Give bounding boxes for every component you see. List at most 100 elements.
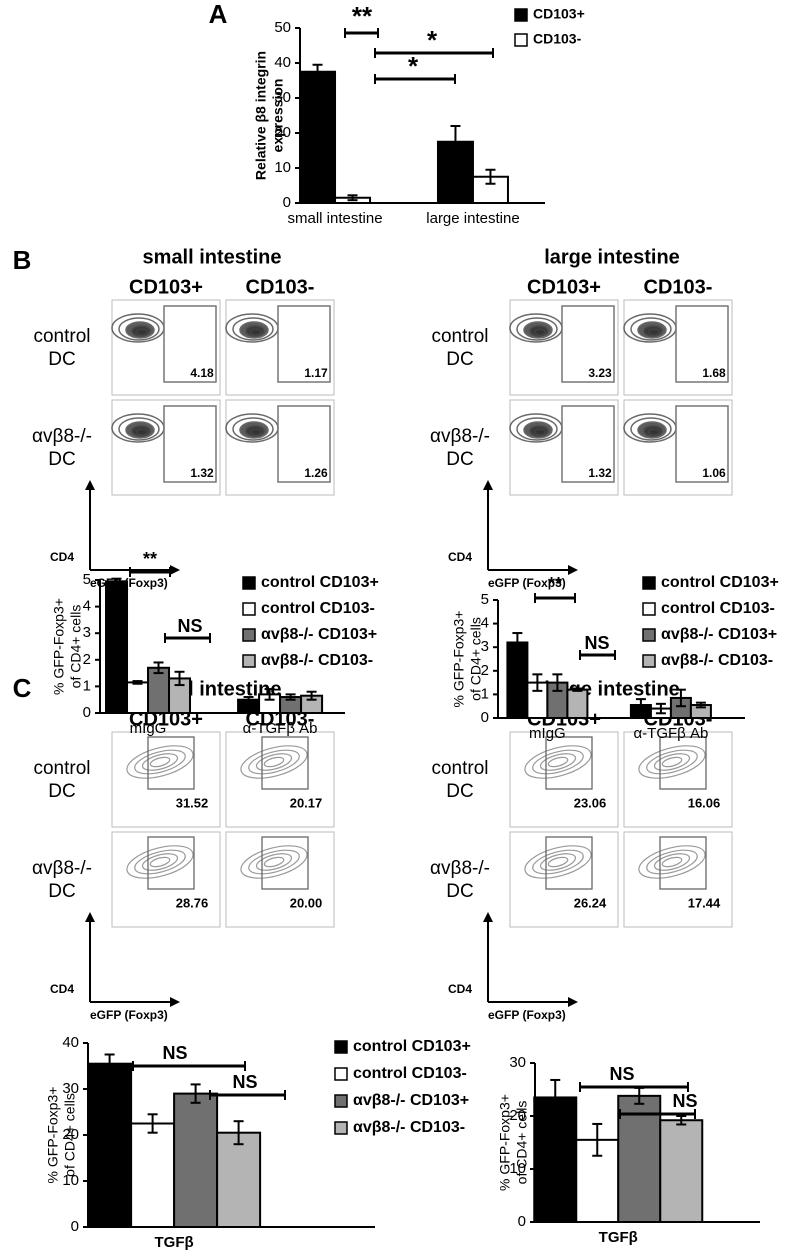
legend-label: CD103- (533, 31, 582, 47)
y-tick-label: 20 (62, 1126, 79, 1143)
y-tick-label: 1 (83, 677, 91, 694)
legend-label: CD103+ (533, 6, 585, 22)
significance: * (427, 25, 438, 55)
y-tick-label: 1 (481, 685, 489, 702)
section-title: large intestine (544, 246, 680, 268)
x-tick-label: α-TGFβ Ab (633, 725, 708, 742)
bar (216, 1131, 262, 1228)
contour (630, 317, 672, 341)
y-axis-label: of CD4+ cells (514, 1101, 530, 1185)
arrow-head (170, 997, 180, 1007)
column-header: CD103+ (527, 276, 601, 298)
contour (149, 856, 171, 868)
legend-label: αvβ8-/- CD103+ (353, 1092, 469, 1109)
legend-swatch (334, 1094, 348, 1108)
arrow-head (85, 912, 95, 922)
row-label: αvβ8-/- (32, 858, 92, 879)
row-label: αvβ8-/- (430, 426, 490, 447)
legend-swatch (334, 1067, 348, 1081)
legend-label: control CD103+ (661, 574, 779, 591)
axis-label: CD4 (50, 982, 74, 996)
gate (163, 305, 217, 383)
y-axis-label: % GFP-Foxp3+ (51, 598, 67, 695)
gate (659, 836, 707, 890)
axis-label: eGFP (Foxp3) (90, 1008, 168, 1022)
contour (648, 328, 660, 336)
gate-value: 1.26 (304, 466, 328, 480)
y-axis-label: of CD4+ cells (62, 1093, 78, 1177)
gate (261, 836, 309, 890)
row-label: DC (48, 349, 75, 370)
significance: NS (232, 1072, 257, 1092)
gate (277, 405, 331, 483)
contour (534, 428, 546, 436)
plot-frame (623, 831, 733, 928)
gate (675, 405, 729, 483)
contour (141, 753, 179, 771)
y-tick-label: 0 (518, 1213, 526, 1230)
y-axis-label: of CD4+ cells (468, 617, 484, 701)
contour (539, 753, 577, 771)
axis-label: eGFP (Foxp3) (90, 576, 168, 590)
significance: NS (609, 1064, 634, 1084)
arrow-head (85, 480, 95, 490)
legend-swatch (642, 654, 656, 668)
y-tick-label: 30 (509, 1054, 526, 1071)
row-label: DC (48, 881, 75, 902)
contour (524, 745, 592, 779)
x-tick-label: mIgG (130, 720, 167, 737)
arrow-head (568, 997, 578, 1007)
contour (118, 317, 160, 341)
y-tick-label: 20 (274, 124, 291, 141)
significance: ** (143, 549, 157, 569)
y-tick-label: 10 (274, 159, 291, 176)
contour (263, 756, 285, 768)
y-tick-label: 5 (83, 571, 91, 588)
y-tick-label: 30 (62, 1080, 79, 1097)
plot-frame (225, 731, 335, 828)
gate-value: 1.32 (588, 466, 612, 480)
contour (250, 428, 262, 436)
gate-value: 31.52 (176, 795, 209, 810)
contour (134, 749, 186, 775)
y-tick-label: 4 (83, 598, 91, 615)
contour (539, 853, 577, 871)
row-label: control (33, 758, 90, 779)
gate-value: 28.76 (176, 895, 209, 910)
plot-frame (225, 831, 335, 928)
panel-label: B (13, 245, 32, 275)
gate (147, 736, 195, 790)
legend-label: control CD103+ (261, 574, 379, 591)
contour (547, 756, 569, 768)
plot-frame (111, 399, 221, 496)
arrow-head (483, 912, 493, 922)
contour (126, 845, 194, 879)
contour (646, 749, 698, 775)
significance: NS (584, 633, 609, 653)
legend-swatch (642, 602, 656, 616)
contour (126, 745, 194, 779)
y-tick-label: 40 (62, 1034, 79, 1051)
bar (87, 1062, 133, 1228)
contour (524, 845, 592, 879)
gate (277, 305, 331, 383)
legend-swatch (514, 8, 528, 22)
panel-label: A (209, 0, 228, 29)
y-tick-label: 30 (274, 89, 291, 106)
significance: * (408, 51, 419, 81)
plot-frame (111, 299, 221, 396)
legend-swatch (334, 1121, 348, 1135)
bar (566, 688, 589, 719)
contour (136, 328, 148, 336)
legend-label: control CD103- (353, 1065, 467, 1082)
bar (147, 666, 171, 715)
contour (232, 417, 274, 441)
contour (532, 849, 584, 875)
gate-value: 16.06 (688, 795, 721, 810)
row-label: DC (48, 449, 75, 470)
axis-label: CD4 (448, 982, 472, 996)
gate-value: 26.24 (574, 895, 607, 910)
bar (533, 1096, 578, 1223)
legend-label: control CD103- (661, 600, 775, 617)
axis-label: CD4 (50, 550, 74, 564)
